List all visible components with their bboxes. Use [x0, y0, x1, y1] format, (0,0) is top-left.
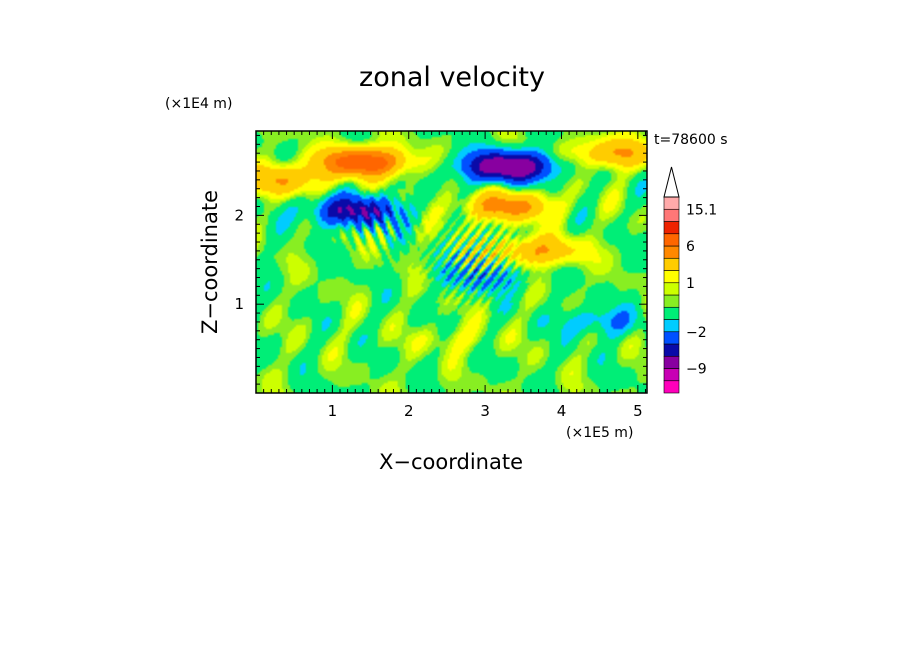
colorbar-segment	[663, 257, 680, 271]
colorbar-segment	[663, 319, 680, 333]
colorbar-segment	[663, 221, 680, 235]
plot-frame	[255, 130, 648, 394]
colorbar-label: 15.1	[686, 202, 717, 218]
colorbar-segment	[663, 355, 680, 369]
x-axis: 1 2 3 4 5	[263, 131, 646, 420]
x-scale-label: (×1E5 m)	[566, 425, 633, 441]
time-label: t=78600 s	[654, 132, 728, 148]
colorbar-label: −2	[686, 325, 707, 341]
y-scale-label: (×1E4 m)	[165, 96, 232, 112]
x-tick-label: 1	[328, 402, 338, 420]
velocity-field	[256, 131, 647, 393]
x-axis-label: X−coordinate	[379, 450, 523, 474]
colorbar-segment	[663, 306, 680, 320]
colorbar-label: 6	[686, 239, 695, 255]
colorbar-segment	[663, 196, 680, 210]
y-axis-label: Z−coordinate	[198, 190, 222, 334]
y-axis: 12	[234, 134, 647, 385]
colorbar-segment	[663, 282, 680, 296]
colorbar-segment	[663, 208, 680, 222]
x-tick-label: 2	[404, 402, 414, 420]
colorbar-segment	[663, 294, 680, 308]
x-tick-label: 3	[480, 402, 490, 420]
y-tick-label: 1	[234, 295, 244, 313]
colorbar-segment	[663, 245, 680, 259]
colorbar: 15.1 6 1 −2 −9	[663, 166, 717, 394]
colorbar-extend-arrow	[663, 166, 680, 198]
colorbar-segment	[663, 380, 680, 394]
x-tick-label: 5	[633, 402, 643, 420]
colorbar-segment	[663, 368, 680, 382]
colorbar-segment	[663, 331, 680, 345]
colorbar-segment	[663, 233, 680, 247]
colorbar-label: −9	[686, 362, 707, 378]
y-tick-label: 2	[234, 206, 244, 224]
colorbar-segment	[663, 343, 680, 357]
x-tick-label: 4	[557, 402, 567, 420]
colorbar-segment	[663, 270, 680, 284]
colorbar-label: 1	[686, 276, 695, 292]
chart-title: zonal velocity	[359, 62, 545, 93]
